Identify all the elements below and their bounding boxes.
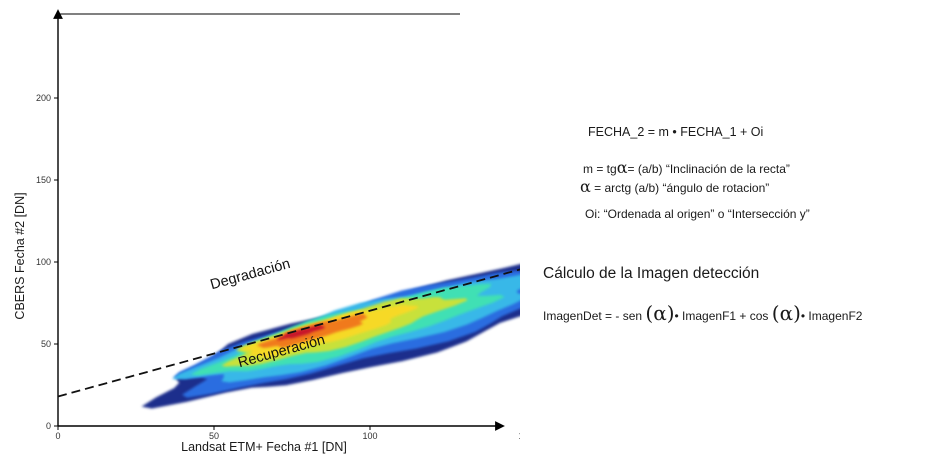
alpha-symbol: α	[616, 158, 628, 177]
alpha-term-1: (α)	[645, 301, 675, 325]
y-tick-label: 100	[36, 257, 51, 267]
x-tick-label: 100	[362, 431, 377, 441]
axes	[53, 9, 505, 431]
alpha-symbol: α	[580, 177, 591, 196]
formula-line-3: α = arctg (a/b) “ángulo de rotacion”	[580, 177, 769, 196]
y-tick-label: 150	[36, 175, 51, 185]
y-axis-label: CBERS Fecha #2 [DN]	[13, 192, 27, 319]
formula-line-1: FECHA_2 = m • FECHA_1 + Oi	[588, 125, 764, 139]
no-change-line	[57, 268, 520, 398]
y-tick-label: 200	[36, 93, 51, 103]
x-tick-label: 50	[209, 431, 219, 441]
x-axis-label: Landsat ETM+ Fecha #1 [DN]	[181, 440, 347, 454]
alpha-term-2: (α)	[771, 301, 801, 325]
x-tick-label: 150	[518, 431, 520, 441]
density-band-7	[277, 324, 325, 341]
formula-line-3-b: = arctg (a/b) “ángulo de rotacion”	[590, 181, 770, 195]
formula-line-2-b: = (a/b) “Inclinación de la recta”	[627, 162, 790, 176]
detection-formula: ImagenDet = - sen (α)• ImagenF1 + cos (α…	[543, 301, 862, 325]
annotation-0: Degradación	[209, 256, 293, 293]
formula-line-2-a: m = tg	[583, 162, 617, 176]
reference-lines	[57, 268, 520, 398]
density-scatter-plot: 050100150200050100150200 DegradaciónRecu…	[13, 9, 520, 454]
detection-suffix: • ImagenF2	[800, 309, 863, 323]
y-tick-label: 50	[41, 339, 51, 349]
formula-line-4: Oi: “Ordenada al origen” o “Intersección…	[585, 207, 810, 221]
detection-prefix: ImagenDet = - sen	[543, 309, 646, 323]
detection-title: Cálculo de la Imagen detección	[543, 265, 760, 282]
detection-mid: • ImagenF1 + cos	[674, 309, 772, 323]
x-tick-label: 0	[55, 431, 60, 441]
y-tick-label: 0	[46, 421, 51, 431]
formula-line-2: m = tgα= (a/b) “Inclinación de la recta”	[583, 158, 790, 177]
tick-labels: 050100150200050100150200	[36, 93, 520, 441]
density-cloud	[141, 253, 520, 409]
